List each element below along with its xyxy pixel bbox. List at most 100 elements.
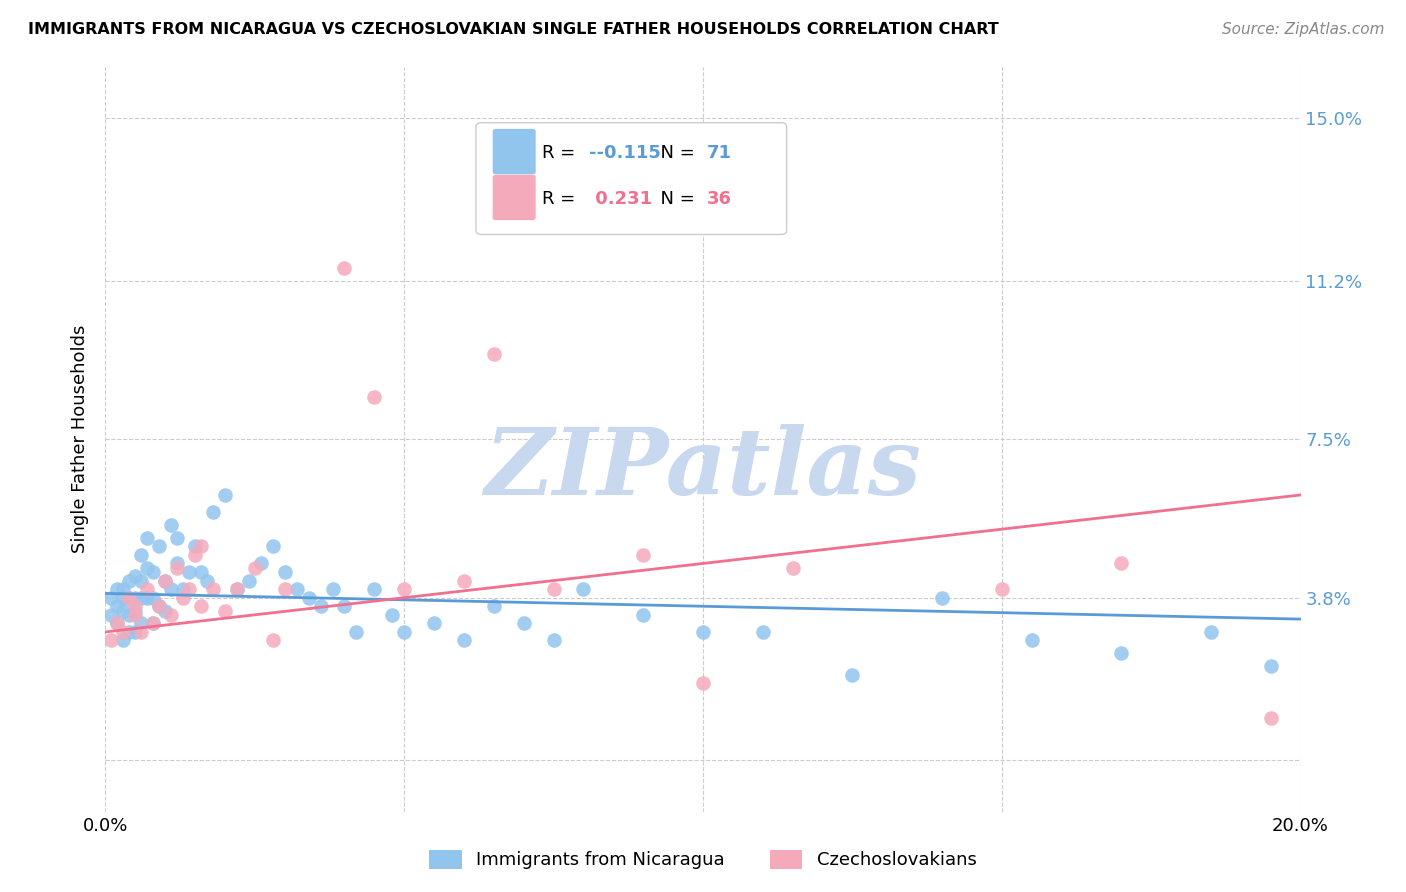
Point <box>184 539 207 553</box>
FancyBboxPatch shape <box>492 175 536 220</box>
Point <box>107 582 129 596</box>
Point <box>112 624 135 639</box>
Point <box>453 574 475 588</box>
Point <box>100 633 122 648</box>
Point <box>155 574 177 588</box>
Point <box>190 565 212 579</box>
Point <box>107 616 129 631</box>
Point <box>225 582 249 596</box>
Text: ZIPatlas: ZIPatlas <box>485 424 921 514</box>
Point <box>166 560 188 574</box>
Point <box>148 599 170 614</box>
Text: N =: N = <box>650 190 700 208</box>
Point <box>692 624 714 639</box>
Point <box>136 531 159 545</box>
Point <box>214 603 236 617</box>
Point <box>118 591 141 605</box>
Point <box>243 560 266 574</box>
Point <box>190 539 212 553</box>
Point <box>142 591 165 605</box>
Point <box>112 591 135 605</box>
Point <box>177 565 201 579</box>
Point <box>262 539 284 553</box>
Point <box>1111 557 1133 571</box>
Point <box>129 616 153 631</box>
Point <box>155 574 177 588</box>
Point <box>1199 624 1222 639</box>
Point <box>225 582 249 596</box>
Point <box>633 607 655 622</box>
Y-axis label: Single Father Households: Single Father Households <box>72 325 90 554</box>
Text: 36: 36 <box>707 190 731 208</box>
Point <box>333 261 356 276</box>
Point <box>107 599 129 614</box>
Point <box>160 517 183 532</box>
Point <box>692 676 714 690</box>
Point <box>572 582 595 596</box>
Point <box>100 607 122 622</box>
Point <box>160 582 183 596</box>
Point <box>129 624 153 639</box>
Point <box>124 607 146 622</box>
Point <box>129 574 153 588</box>
Point <box>136 591 159 605</box>
Point <box>543 633 565 648</box>
Point <box>124 591 146 605</box>
Point <box>172 591 194 605</box>
Point <box>394 582 416 596</box>
Point <box>262 633 284 648</box>
Point <box>142 565 165 579</box>
Point <box>129 548 153 562</box>
Point <box>124 603 146 617</box>
Point <box>166 531 188 545</box>
Point <box>166 557 188 571</box>
Point <box>346 624 368 639</box>
Text: 71: 71 <box>707 144 731 161</box>
Point <box>298 591 321 605</box>
Point <box>112 582 135 596</box>
Point <box>202 505 225 519</box>
Point <box>931 591 953 605</box>
Point <box>160 607 183 622</box>
Text: IMMIGRANTS FROM NICARAGUA VS CZECHOSLOVAKIAN SINGLE FATHER HOUSEHOLDS CORRELATIO: IMMIGRANTS FROM NICARAGUA VS CZECHOSLOVA… <box>28 22 998 37</box>
Point <box>124 569 146 583</box>
Point <box>321 582 344 596</box>
Point <box>513 616 536 631</box>
Text: R =: R = <box>541 190 581 208</box>
Point <box>124 624 146 639</box>
Point <box>482 599 505 614</box>
Point <box>190 599 212 614</box>
Point <box>195 574 218 588</box>
FancyBboxPatch shape <box>492 128 536 174</box>
Point <box>363 582 385 596</box>
Point <box>118 624 141 639</box>
Point <box>177 582 201 596</box>
Point <box>309 599 332 614</box>
Point <box>1260 710 1282 724</box>
Point <box>285 582 308 596</box>
Text: R =: R = <box>541 144 581 161</box>
Point <box>238 574 260 588</box>
Text: Source: ZipAtlas.com: Source: ZipAtlas.com <box>1222 22 1385 37</box>
Point <box>1021 633 1043 648</box>
Point <box>1111 646 1133 660</box>
Point <box>333 599 356 614</box>
Point <box>155 603 177 617</box>
Point <box>273 582 295 596</box>
Point <box>543 582 565 596</box>
Point <box>841 667 863 681</box>
Legend: Immigrants from Nicaragua, Czechoslovakians: Immigrants from Nicaragua, Czechoslovaki… <box>420 841 986 879</box>
Point <box>112 633 135 648</box>
Point <box>394 624 416 639</box>
Point <box>423 616 446 631</box>
Point <box>118 574 141 588</box>
Point <box>633 548 655 562</box>
Point <box>363 390 385 404</box>
Point <box>990 582 1012 596</box>
Point <box>118 607 141 622</box>
Point <box>136 560 159 574</box>
Point <box>107 616 129 631</box>
Point <box>136 582 159 596</box>
FancyBboxPatch shape <box>475 123 787 235</box>
Point <box>148 539 170 553</box>
